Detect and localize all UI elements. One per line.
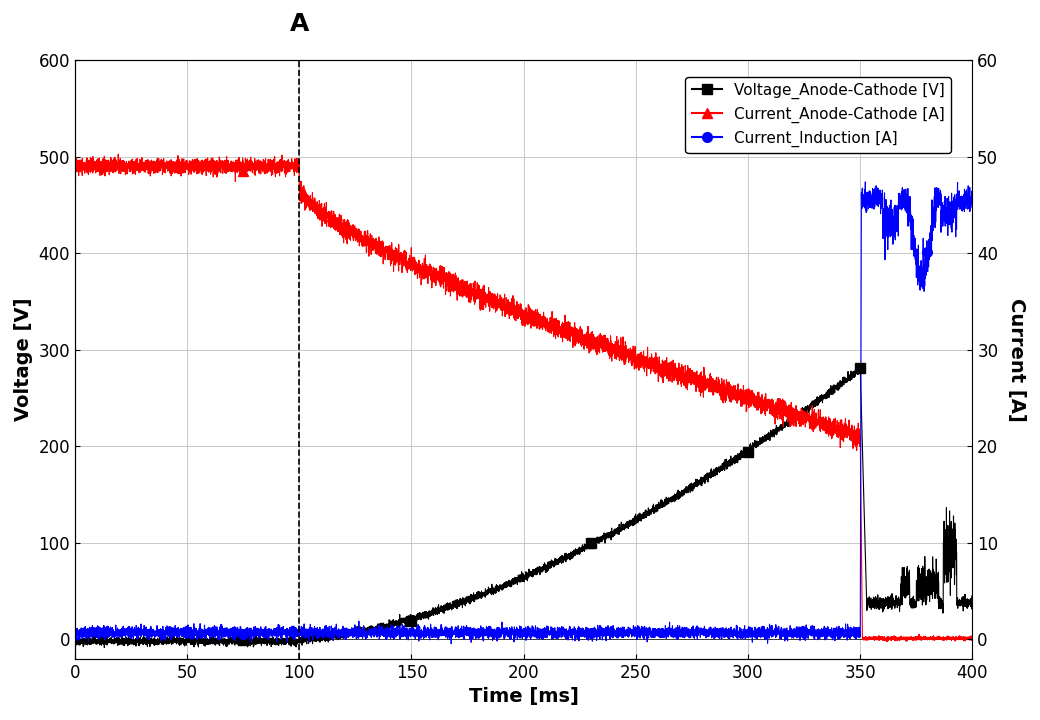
X-axis label: Time [ms]: Time [ms]: [469, 687, 578, 706]
Y-axis label: Voltage [V]: Voltage [V]: [14, 297, 33, 421]
Legend: Voltage_Anode-Cathode [V], Current_Anode-Cathode [A], Current_Induction [A]: Voltage_Anode-Cathode [V], Current_Anode…: [685, 77, 952, 153]
Y-axis label: Current [A]: Current [A]: [1007, 297, 1026, 421]
Text: A: A: [289, 12, 309, 36]
